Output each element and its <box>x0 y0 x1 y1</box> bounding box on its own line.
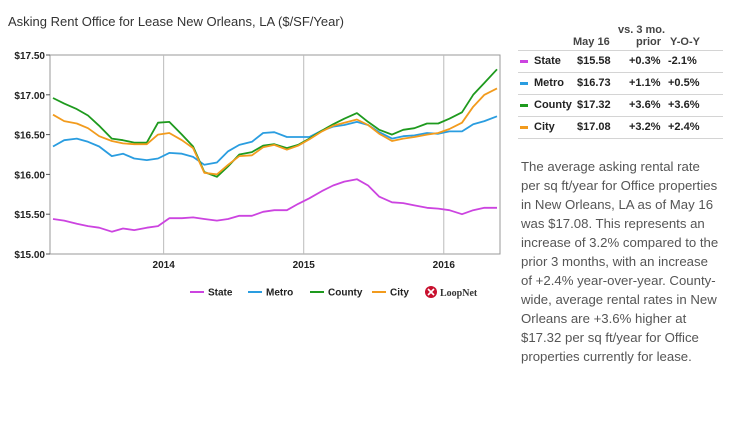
swatch-state <box>520 60 528 63</box>
stat-change-3mo: +1.1% <box>629 77 661 89</box>
y-tick-label: $17.00 <box>14 91 45 102</box>
legend-label-state: State <box>208 288 233 299</box>
stat-change-yoy: +3.6% <box>668 99 700 111</box>
loopnet-logo-mark <box>427 288 435 296</box>
x-tick-label: 2016 <box>433 260 456 271</box>
stat-change-yoy: +0.5% <box>668 77 700 89</box>
swatch-metro <box>520 82 528 85</box>
stat-change-yoy: -2.1% <box>668 55 697 67</box>
legend-label-county: County <box>328 288 363 299</box>
series-line-state <box>52 178 497 233</box>
stat-change-3mo: +0.3% <box>629 55 661 67</box>
x-tick-label: 2015 <box>293 260 316 271</box>
stat-value: $15.58 <box>577 55 611 67</box>
y-tick-label: $17.50 <box>14 51 45 62</box>
stat-name: City <box>534 121 555 133</box>
legend-label-city: City <box>390 288 409 299</box>
summary-text: The average asking rental rate per sq ft… <box>521 159 719 364</box>
stats-table: vs. 3 mo. May 16 prior Y-O-Y State $15.58… <box>518 24 723 139</box>
series-line-metro <box>52 115 498 166</box>
y-tick-label: $16.00 <box>14 170 45 181</box>
stats-rows: State $15.58 +0.3% -2.1% Metro $16.73 +1.1% +0.… <box>518 50 723 139</box>
stats-header: vs. 3 mo. May 16 prior Y-O-Y <box>518 24 723 50</box>
loopnet-logo: LoopNet <box>425 286 478 299</box>
stat-name: County <box>534 99 572 111</box>
swatch-city <box>520 126 528 129</box>
header-vs-3mo: vs. 3 mo. <box>618 24 666 36</box>
y-tick-label: $15.00 <box>14 250 45 261</box>
header-prior: prior <box>636 36 662 48</box>
stat-row-state: State $15.58 +0.3% -2.1% <box>518 50 723 72</box>
y-tick-label: $15.50 <box>14 210 45 221</box>
stat-value: $17.32 <box>577 99 611 111</box>
swatch-county <box>520 104 528 107</box>
series-line-city <box>52 87 498 176</box>
stat-name: Metro <box>534 77 564 89</box>
header-date: May 16 <box>573 36 610 48</box>
stat-value: $16.73 <box>577 77 611 89</box>
stat-name: State <box>534 55 561 67</box>
stat-row-metro: Metro $16.73 +1.1% +0.5% <box>518 72 723 94</box>
stat-row-city: City $17.08 +3.2% +2.4% <box>518 116 723 139</box>
stat-value: $17.08 <box>577 121 611 133</box>
legend-label-metro: Metro <box>266 288 293 299</box>
y-tick-label: $16.50 <box>14 131 45 142</box>
loopnet-logo-text: LoopNet <box>440 288 478 299</box>
stat-row-county: County $17.32 +3.6% +3.6% <box>518 94 723 116</box>
chart-title: Asking Rent Office for Lease New Orleans… <box>8 14 344 29</box>
stat-change-3mo: +3.2% <box>629 121 661 133</box>
rent-line-chart: 2014 2015 2016 $15.00 $15.50 $16.00 $16.50 $17.… <box>14 51 501 299</box>
x-tick-label: 2014 <box>153 260 176 271</box>
stat-change-yoy: +2.4% <box>668 121 700 133</box>
stat-change-3mo: +3.6% <box>629 99 661 111</box>
header-yoy: Y-O-Y <box>670 36 700 48</box>
